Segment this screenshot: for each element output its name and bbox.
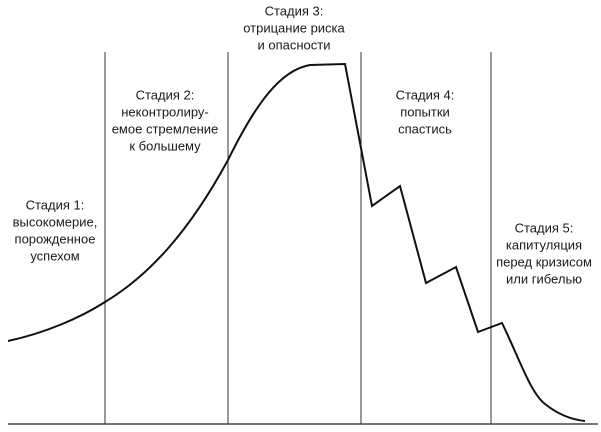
stage-description: попытки (400, 104, 450, 119)
stage-labels: Стадия 1: высокомерие, порожденное успехом С… (13, 3, 592, 286)
stage-title: Стадия 4: (396, 87, 455, 102)
stage-title: Стадия 5: (515, 220, 574, 235)
stage-title: Стадия 2: (136, 87, 195, 102)
stage-description: высокомерие, (13, 214, 98, 229)
stage-dividers (104, 52, 492, 424)
stage-title: Стадия 1: (26, 197, 85, 212)
stage-description: капитуляция (506, 237, 582, 252)
stage-description: или гибелью (506, 271, 582, 286)
decline-curve (7, 62, 586, 422)
stage-title: Стадия 3: (265, 3, 324, 18)
stage-description: успехом (30, 248, 79, 263)
stage-description: отрицание риска (243, 20, 345, 35)
stage-description: неконтролиру- (121, 104, 209, 119)
stage-description: перед кризисом (496, 254, 592, 269)
stage-description: к большему (129, 138, 201, 153)
stage-description: порожденное (15, 231, 96, 246)
stage-description: емое стремление (112, 121, 219, 136)
stage-description: и опасности (258, 37, 331, 52)
stage-description: спастись (398, 121, 452, 136)
